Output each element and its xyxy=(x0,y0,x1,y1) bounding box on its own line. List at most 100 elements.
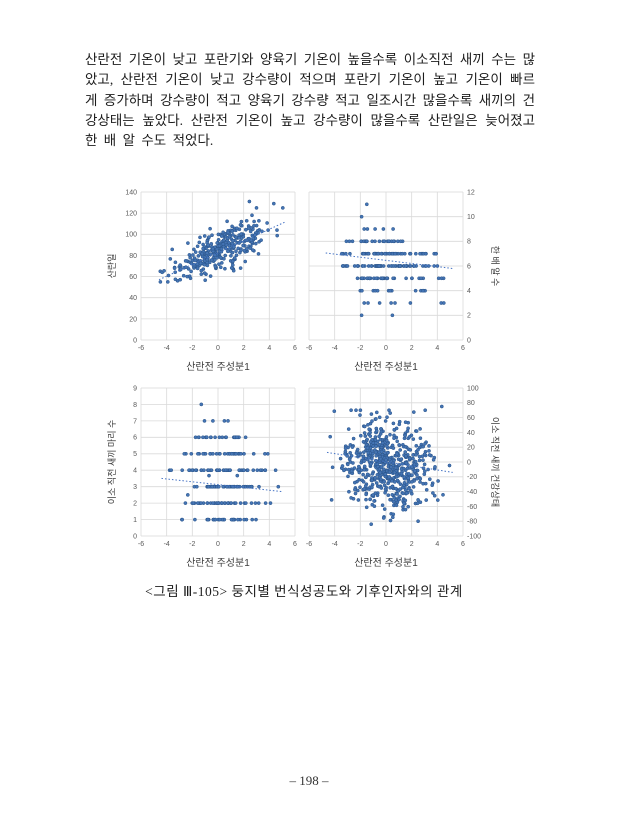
svg-text:4: 4 xyxy=(435,345,439,352)
chart-cell-fledgling-health: -6 -4 -2 0 2 4 6 -100 -80 -60 -40 -20 0 20 40 60 80 100 산란… xyxy=(302,380,500,576)
chart-cell-fledgling-count: -6 -4 -2 0 2 4 6 0 1 2 3 4 5 6 7 8 9 산란전 주성분1 이소 직전 새끼 마리 … xyxy=(104,380,302,576)
svg-text:-2: -2 xyxy=(357,541,363,548)
svg-text:0: 0 xyxy=(216,541,220,548)
svg-text:-60: -60 xyxy=(467,504,477,511)
x-axis-title: 산란전 주성분1 xyxy=(186,557,250,569)
svg-text:-100: -100 xyxy=(467,533,481,540)
svg-text:-40: -40 xyxy=(467,489,477,496)
chart-cell-clutch-size: -6 -4 -2 0 2 4 6 0 2 4 6 8 10 12 산란전 주성분1 한 배 알 수 xyxy=(302,184,500,380)
svg-text:10: 10 xyxy=(467,214,475,221)
svg-text:8: 8 xyxy=(467,239,471,246)
svg-text:3: 3 xyxy=(133,484,137,491)
x-axis-title: 산란전 주성분1 xyxy=(354,557,418,569)
chart-fledgling-health: -6 -4 -2 0 2 4 6-100-80-60-40-20020406080100산란… xyxy=(306,385,500,569)
trend-line xyxy=(325,252,453,269)
svg-text:-4: -4 xyxy=(332,541,338,548)
svg-text:-2: -2 xyxy=(357,345,363,352)
svg-text:0: 0 xyxy=(467,337,471,344)
svg-text:6: 6 xyxy=(461,345,465,352)
svg-text:6: 6 xyxy=(467,263,471,270)
svg-text:4: 4 xyxy=(267,541,271,548)
svg-text:-4: -4 xyxy=(164,345,170,352)
svg-text:6: 6 xyxy=(133,435,137,442)
svg-text:80: 80 xyxy=(129,253,137,260)
body-paragraph: 산란전 기온이 낮고 포란기와 양육기 기온이 높을수록 이소직전 새끼 수는 … xyxy=(85,52,535,149)
svg-text:0: 0 xyxy=(133,337,137,344)
svg-text:9: 9 xyxy=(133,385,137,392)
svg-text:2: 2 xyxy=(467,313,471,320)
svg-text:4: 4 xyxy=(435,541,439,548)
svg-text:-2: -2 xyxy=(189,345,195,352)
figure-scatter-grid: -6 -4 -2 0 2 4 6 0 20 40 60 80 100 120 140 산란전 주성분1 산란일 … xyxy=(104,184,504,600)
svg-text:20: 20 xyxy=(467,445,475,452)
chart-fledgling-count: -6 -4 -2 0 2 4 6 0 1 2 3 4 5 6 7 8 9 산란전 주성분1 이소 직전 새끼 마리 … xyxy=(107,385,297,569)
svg-text:60: 60 xyxy=(129,274,137,281)
svg-text:-6: -6 xyxy=(306,345,312,352)
svg-text:0: 0 xyxy=(133,533,137,540)
svg-text:-6: -6 xyxy=(306,541,312,548)
svg-text:-80: -80 xyxy=(467,519,477,526)
svg-text:6: 6 xyxy=(461,541,465,548)
svg-text:8: 8 xyxy=(133,402,137,409)
y-axis-title: 이소 직전 새끼 건강상태 xyxy=(490,417,500,507)
axis-tick-labels: -6 -4 -2 0 2 4 6 0 1 2 3 4 5 6 7 8 9 xyxy=(133,385,297,548)
svg-text:60: 60 xyxy=(467,415,475,422)
scatter-points xyxy=(167,402,281,522)
svg-text:140: 140 xyxy=(125,189,137,196)
svg-text:100: 100 xyxy=(467,385,479,392)
scatter-points xyxy=(158,199,285,284)
svg-text:120: 120 xyxy=(125,211,137,218)
y-axis-title: 한 배 알 수 xyxy=(490,246,500,287)
gridlines xyxy=(308,191,464,341)
svg-text:0: 0 xyxy=(216,345,220,352)
svg-text:1: 1 xyxy=(133,517,137,524)
svg-text:40: 40 xyxy=(129,295,137,302)
svg-text:-2: -2 xyxy=(189,541,195,548)
svg-text:-6: -6 xyxy=(138,541,144,548)
svg-text:0: 0 xyxy=(384,345,388,352)
svg-text:0: 0 xyxy=(384,541,388,548)
svg-text:2: 2 xyxy=(242,541,246,548)
svg-text:4: 4 xyxy=(267,345,271,352)
svg-text:12: 12 xyxy=(467,189,475,196)
gridlines xyxy=(140,191,296,341)
figure-caption: <그림 Ⅲ-105> 둥지별 번식성공도와 기후인자와의 관계 xyxy=(145,584,463,599)
svg-text:80: 80 xyxy=(467,400,475,407)
svg-text:2: 2 xyxy=(133,501,137,508)
chart-cell-laying-date: -6 -4 -2 0 2 4 6 0 20 40 60 80 100 120 140 산란전 주성분1 산란일 xyxy=(104,184,302,380)
x-axis-title: 산란전 주성분1 xyxy=(186,361,250,373)
svg-text:0: 0 xyxy=(467,459,471,466)
svg-text:40: 40 xyxy=(467,430,475,437)
gridlines xyxy=(140,387,296,537)
trend-line xyxy=(158,221,287,281)
svg-text:6: 6 xyxy=(293,541,297,548)
svg-text:-4: -4 xyxy=(332,345,338,352)
trend-line xyxy=(326,451,453,473)
svg-text:-20: -20 xyxy=(467,474,477,481)
y-axis-title: 산란일 xyxy=(106,254,117,279)
page-number: – 198 – xyxy=(289,773,329,788)
svg-text:2: 2 xyxy=(410,345,414,352)
svg-text:20: 20 xyxy=(129,316,137,323)
chart-grid: -6 -4 -2 0 2 4 6 0 20 40 60 80 100 120 140 산란전 주성분1 산란일 … xyxy=(104,184,504,576)
svg-text:100: 100 xyxy=(125,232,137,239)
svg-text:-6: -6 xyxy=(138,345,144,352)
svg-text:2: 2 xyxy=(242,345,246,352)
svg-text:4: 4 xyxy=(133,468,137,475)
scatter-points xyxy=(339,202,446,318)
svg-text:-4: -4 xyxy=(164,541,170,548)
svg-text:4: 4 xyxy=(467,288,471,295)
y-axis-title: 이소 직전 새끼 마리 수 xyxy=(107,420,117,505)
svg-text:6: 6 xyxy=(293,345,297,352)
trend-line xyxy=(161,477,283,493)
svg-text:2: 2 xyxy=(410,541,414,548)
scatter-points xyxy=(328,404,452,527)
svg-text:7: 7 xyxy=(133,418,137,425)
svg-text:5: 5 xyxy=(133,451,137,458)
